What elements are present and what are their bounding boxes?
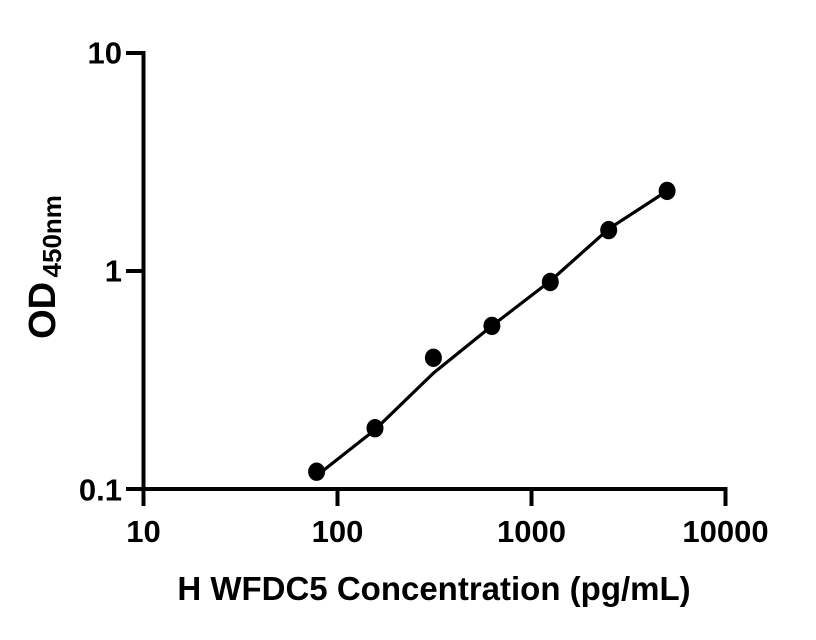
y-tick-label-0_1: 0.1 (79, 473, 122, 508)
data-point (424, 348, 442, 367)
data-point (600, 220, 618, 240)
x-axis-title: H WFDC5 Concentration (pg/mL) (177, 570, 690, 607)
x-tick-label-10000: 10000 (682, 514, 768, 549)
data-point (483, 316, 501, 336)
data-point (658, 181, 676, 201)
y-axis-title: OD 450nm (22, 195, 67, 339)
y-tick-label-10: 10 (88, 36, 122, 71)
data-point (308, 462, 326, 481)
y-tick-labels: 10 1 0.1 (79, 36, 122, 508)
x-tick-label-1000: 1000 (497, 514, 566, 549)
data-points (308, 181, 676, 481)
y-axis-title-main: OD (22, 282, 64, 339)
x-tick-label-100: 100 (312, 514, 364, 549)
y-tick-label-1: 1 (105, 254, 122, 289)
data-point (541, 272, 559, 292)
y-axis-title-subscript: 450nm (37, 195, 67, 277)
x-tick-labels: 10 100 1000 10000 (126, 514, 768, 549)
data-point (366, 419, 384, 438)
x-tick-label-10: 10 (126, 514, 160, 549)
axes (126, 51, 728, 506)
